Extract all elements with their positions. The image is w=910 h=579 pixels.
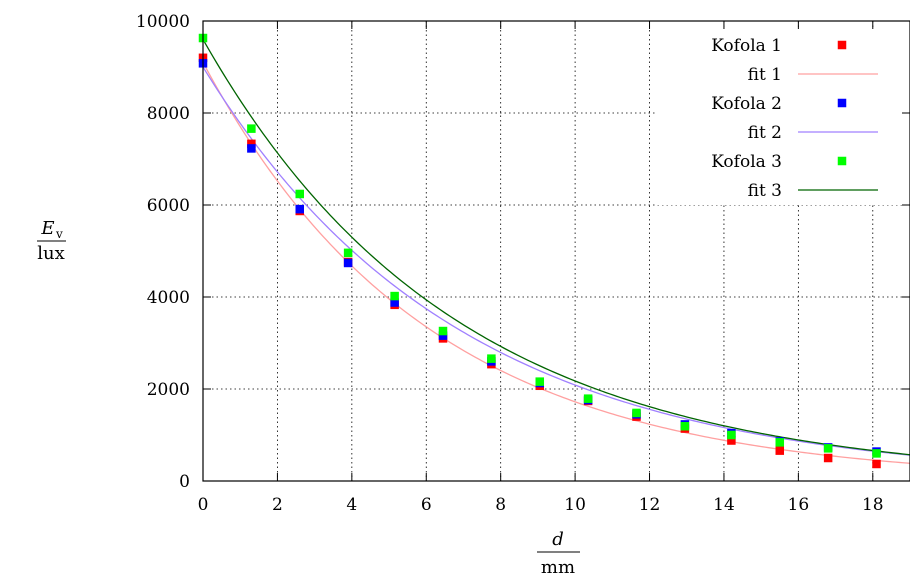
y-axis-label-unit: lux — [37, 243, 65, 264]
data-point — [775, 446, 785, 455]
legend-marker — [837, 156, 847, 166]
data-point — [390, 298, 399, 307]
data-point — [775, 438, 785, 447]
legend-label: Kofola 3 — [711, 152, 782, 172]
data-point — [680, 422, 690, 431]
y-axis-label: E v lux — [37, 218, 66, 264]
data-point — [247, 124, 256, 133]
x-tick-label: 4 — [346, 495, 357, 515]
series-line — [202, 62, 910, 464]
legend-label: Kofola 2 — [711, 94, 782, 114]
x-tick-label: 0 — [198, 495, 209, 515]
data-point — [343, 248, 353, 258]
series-line — [202, 66, 910, 456]
x-tick-label: 6 — [421, 495, 432, 515]
legend-marker — [837, 98, 847, 108]
y-tick-label: 4000 — [147, 288, 190, 308]
data-point — [535, 377, 545, 386]
data-point — [872, 449, 881, 458]
x-axis-label: d mm — [537, 529, 580, 578]
data-point — [438, 331, 448, 340]
tick-labels: 0 2 4 6 8 10 12 14 16 18 0 2000 4000 6000 8000 10000 — [136, 12, 884, 515]
data-point — [438, 326, 448, 336]
series-line — [202, 39, 910, 456]
legend-label: fit 3 — [748, 181, 782, 201]
y-axis-label-variable: E — [40, 218, 54, 239]
y-tick-label: 2000 — [147, 380, 190, 400]
x-tick-label: 10 — [564, 495, 586, 515]
data-point — [390, 291, 399, 301]
legend-box — [655, 27, 910, 205]
data-point — [872, 459, 881, 469]
y-tick-label: 6000 — [147, 196, 190, 216]
axes-frame — [202, 20, 910, 482]
y-tick-label: 8000 — [147, 104, 190, 124]
data-point — [247, 139, 256, 149]
data-point — [583, 394, 593, 403]
data-point — [295, 204, 304, 214]
x-tick-label: 2 — [272, 495, 283, 515]
data-point — [247, 144, 256, 153]
data-point — [295, 189, 304, 199]
data-point — [632, 408, 641, 418]
data-point — [727, 430, 736, 440]
y-tick-label: 0 — [179, 472, 190, 492]
x-tick-label: 12 — [639, 495, 661, 515]
y-tick-label: 10000 — [136, 12, 190, 32]
legend: Kofola 1 fit 1 Kofola 2 fit 2 Kofola 3 fit 3 — [711, 36, 878, 201]
x-tick-label: 16 — [788, 495, 810, 515]
data-point — [727, 436, 736, 445]
data-point — [823, 444, 833, 453]
x-tick-label: 8 — [495, 495, 506, 515]
x-tick-label: 18 — [862, 495, 884, 515]
plot-frame — [202, 20, 910, 482]
legend-marker — [837, 40, 847, 50]
data-point — [823, 453, 833, 463]
legend-label: fit 1 — [748, 65, 782, 85]
legend-label: fit 2 — [748, 123, 782, 143]
x-axis-label-unit: mm — [541, 557, 575, 578]
legend-label: Kofola 1 — [711, 36, 782, 56]
y-axis-label-subscript: v — [55, 227, 63, 241]
data-point — [343, 258, 353, 268]
x-tick-label: 14 — [713, 495, 735, 515]
data-point — [487, 354, 496, 363]
x-axis-label-variable: d — [552, 529, 564, 550]
